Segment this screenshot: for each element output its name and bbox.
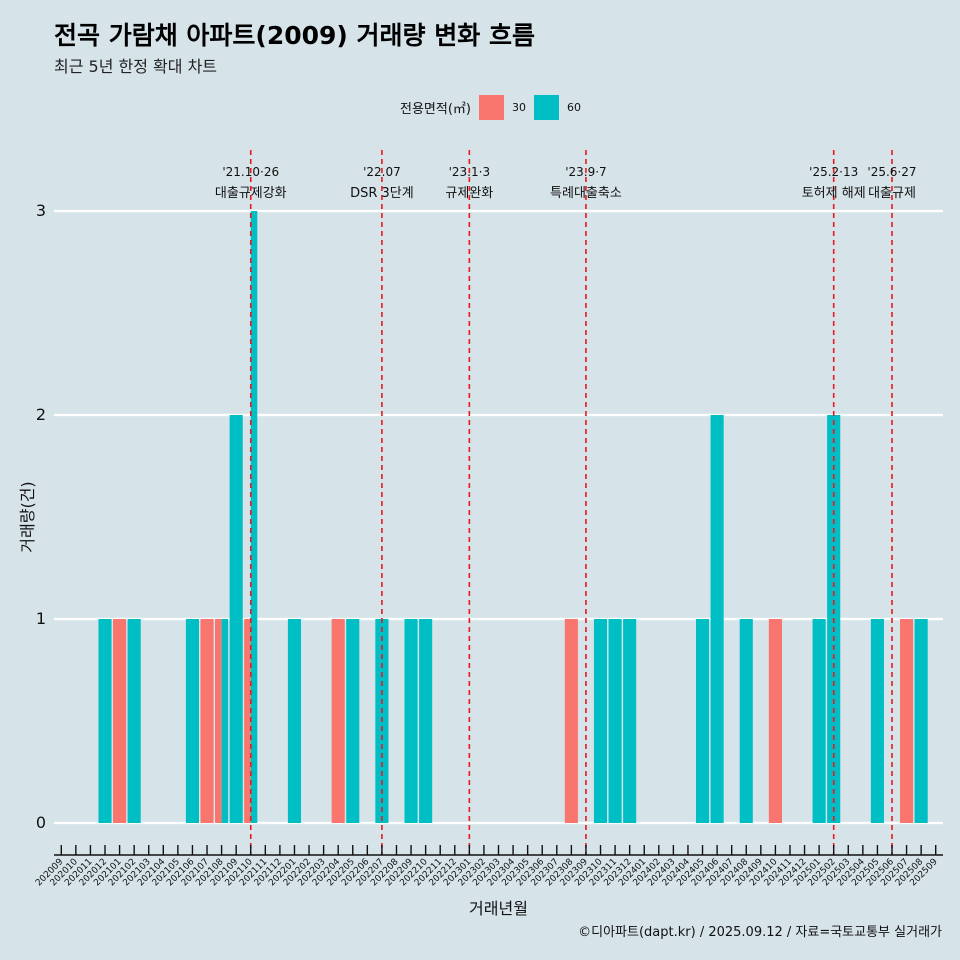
- bar: [608, 619, 622, 823]
- bar: [593, 619, 608, 823]
- bar: [98, 619, 112, 823]
- bar: [870, 619, 884, 823]
- event-date: '25.6·27: [867, 165, 916, 179]
- bar: [113, 619, 127, 823]
- bar: [812, 619, 826, 823]
- bar: [127, 619, 141, 823]
- bar: [739, 619, 753, 823]
- event-label: 대출규제강화: [215, 186, 287, 201]
- event-date: '25.2·13: [809, 165, 858, 179]
- bar: [287, 619, 302, 823]
- event-label: 규제완화: [445, 186, 493, 201]
- bar: [710, 415, 724, 823]
- chart-title: 전곡 가람채 아파트(2009) 거래량 변화 흐름: [54, 21, 535, 50]
- bar: [900, 619, 914, 823]
- bar: [215, 619, 222, 823]
- caption: ©디아파트(dapt.kr) / 2025.09.12 / 자료=국토교통부 실…: [578, 925, 942, 940]
- event-label: 특례대출축소: [550, 186, 622, 201]
- bar: [404, 619, 418, 823]
- bar: [250, 211, 258, 823]
- legend-label-30: 30: [511, 100, 526, 114]
- event-label: 토허제 해제: [802, 186, 866, 201]
- y-tick-label: 3: [36, 201, 46, 220]
- bar: [221, 619, 229, 823]
- legend-swatch-30: [478, 94, 504, 120]
- bar: [914, 619, 928, 823]
- bar: [200, 619, 214, 823]
- bar: [695, 619, 710, 823]
- bar: [623, 619, 637, 823]
- y-axis-title: 거래량(건): [18, 481, 37, 552]
- event-date: '23.9·7: [565, 165, 606, 179]
- bar: [346, 619, 360, 823]
- bar: [768, 619, 782, 823]
- bar: [419, 619, 433, 823]
- legend-label-60: 60: [566, 100, 581, 114]
- event-label: DSR 3단계: [350, 186, 414, 201]
- legend-swatch-60: [533, 94, 559, 120]
- y-tick-label: 1: [36, 609, 46, 628]
- legend-title: 전용면적(㎡): [400, 101, 471, 117]
- y-tick-label: 0: [36, 813, 46, 832]
- event-date: '22.07: [363, 165, 401, 179]
- x-axis-title: 거래년월: [469, 899, 528, 918]
- legend: 전용면적(㎡) 30 60: [400, 94, 589, 120]
- bar: [564, 619, 578, 823]
- event-label: 대출규제: [868, 186, 916, 201]
- bar: [229, 415, 243, 823]
- y-tick-label: 2: [36, 405, 46, 424]
- bar: [185, 619, 200, 823]
- bar: [244, 619, 251, 823]
- event-date: '21.10·26: [222, 165, 279, 179]
- bar: [331, 619, 345, 823]
- event-date: '23.1·3: [449, 165, 490, 179]
- chart-subtitle: 최근 5년 한정 확대 차트: [54, 57, 218, 76]
